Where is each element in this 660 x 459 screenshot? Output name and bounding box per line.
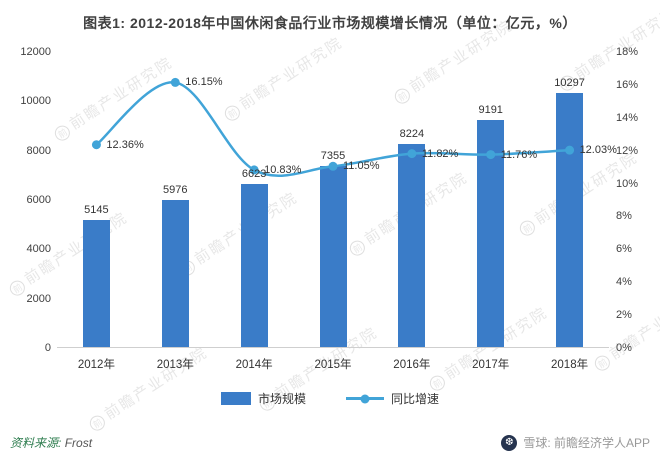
line-point: [249, 165, 259, 175]
y-axis-tick-right: 2%: [616, 309, 632, 322]
y-axis-tick-right: 6%: [616, 243, 632, 256]
source-note: 资料来源: Frost: [10, 434, 92, 451]
y-axis-tick-right: 14%: [616, 111, 639, 124]
legend-label-market-size: 市场规模: [257, 392, 306, 406]
legend: 市场规模 同比增速: [0, 390, 660, 407]
line-point: [328, 161, 338, 171]
brand: ❆ 雪球: 前瞻经济学人APP: [501, 434, 650, 451]
brand-text: 雪球: 前瞻经济学人APP: [523, 436, 650, 450]
y-axis-tick-left: 12000: [20, 46, 51, 58]
legend-label-growth-rate: 同比增速: [391, 392, 440, 406]
y-axis-tick-right: 12%: [616, 144, 639, 157]
line-point-label: 11.82%: [421, 147, 459, 160]
line-point: [486, 150, 496, 160]
line-point: [565, 145, 575, 155]
footer: 资料来源: Frost ❆ 雪球: 前瞻经济学人APP: [10, 434, 650, 451]
line-path: [95, 81, 570, 178]
x-axis-label: 2012年: [77, 359, 115, 371]
line-series-swatch: [346, 394, 384, 403]
bar-2015年: [319, 165, 347, 347]
legend-item-market-size: 市场规模: [220, 390, 306, 407]
bar-value-label: 9191: [478, 104, 503, 117]
watermark-badge-icon: 前: [87, 412, 108, 434]
line-point-label: 11.05%: [343, 160, 380, 173]
y-axis-tick-left: 10000: [20, 95, 51, 108]
bar-2012年: [82, 220, 110, 347]
y-axis-tick-right: 16%: [616, 78, 639, 91]
y-axis-tick-right: 18%: [616, 46, 639, 58]
line-point-label: 11.76%: [500, 148, 538, 161]
y-axis-tick-left: 4000: [26, 243, 51, 256]
x-axis-label: 2018年: [551, 359, 589, 371]
x-axis-label: 2013年: [156, 359, 194, 371]
x-axis-label: 2015年: [314, 359, 352, 371]
line-point-label: 12.03%: [579, 144, 617, 157]
line-point: [407, 149, 417, 159]
bar-2014年: [240, 183, 268, 347]
line-point-label: 12.36%: [106, 138, 144, 151]
x-axis-label: 2014年: [235, 359, 273, 371]
source-label: 资料来源:: [10, 436, 62, 450]
line-marker-icon: [360, 394, 370, 403]
line-point-label: 16.15%: [185, 76, 223, 89]
bar-2016年: [398, 144, 426, 347]
growth-rate-line: [91, 77, 575, 178]
y-axis-tick-right: 10%: [616, 177, 639, 190]
bar-value-label: 10297: [554, 77, 585, 89]
bar-value-label: 5145: [84, 204, 109, 217]
chart-title: 图表1: 2012-2018年中国休闲食品行业市场规模增长情况（单位：亿元，%）: [83, 15, 577, 31]
bar-value-label: 5976: [163, 183, 188, 196]
bar-value-label: 7355: [320, 149, 346, 162]
x-axis-label: 2016年: [393, 359, 431, 371]
line-point: [91, 140, 101, 150]
bar-series-swatch: [220, 392, 251, 405]
x-axis-label: 2017年: [472, 359, 510, 371]
bar-2018年: [556, 93, 584, 347]
y-axis-tick-right: 4%: [616, 276, 632, 289]
y-axis-tick-left: 8000: [26, 144, 51, 157]
y-axis-tick-left: 0: [44, 342, 51, 354]
line-point-label: 10.83%: [264, 163, 302, 176]
y-axis-tick-left: 6000: [26, 194, 51, 206]
bar-value-label: 8224: [399, 128, 425, 141]
bar-value-label: 6623: [241, 167, 267, 180]
y-axis-tick-right: 8%: [616, 210, 632, 223]
line-point: [170, 77, 180, 87]
plot-area: 5145 5976 6623 7355 8224 9191 10297 12.36% 16.15…: [57, 52, 617, 348]
bar-2013年: [161, 199, 189, 347]
y-axis-tick-left: 2000: [26, 292, 51, 305]
legend-item-growth-rate: 同比增速: [346, 390, 439, 407]
source-value: Frost: [64, 436, 93, 450]
y-axis-tick-right: 0%: [616, 342, 632, 354]
xueqiu-icon: ❆: [501, 434, 518, 451]
